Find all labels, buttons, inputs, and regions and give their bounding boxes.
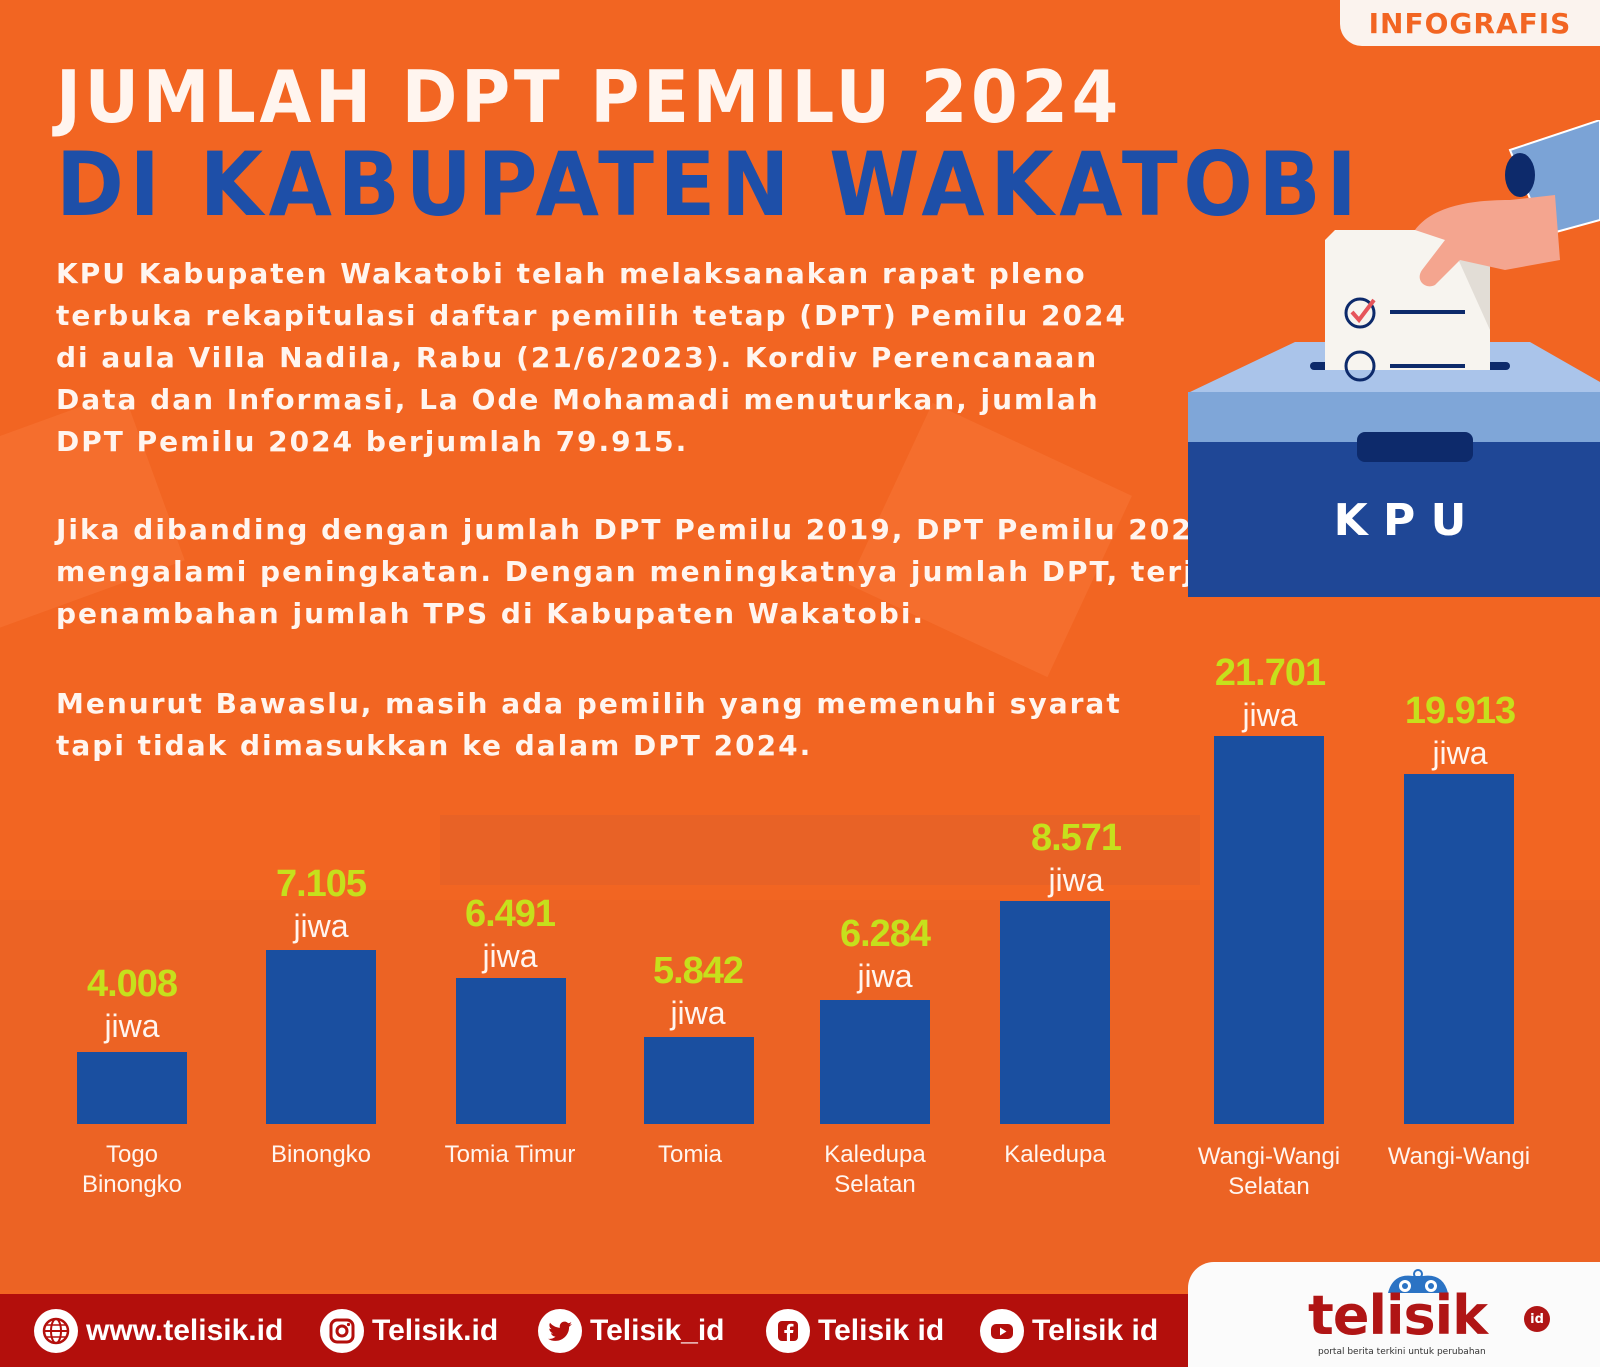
logo-wordmark: telisik [1308, 1284, 1488, 1347]
bar-value: 21.701 [1214, 652, 1326, 694]
bar-unit: jiwa [482, 938, 538, 974]
social-label: Telisik_id [590, 1313, 725, 1347]
paragraph-1: KPU Kabupaten Wakatobi telah melaksanaka… [56, 257, 1127, 458]
globe-icon [34, 1308, 78, 1353]
youtube-icon [980, 1308, 1024, 1353]
ballot-box-illustration: K P U [1160, 118, 1600, 600]
kpu-label: K P U [1334, 495, 1467, 546]
social-link-youtube[interactable]: Telisik id [980, 1308, 1159, 1353]
category-label: Kaledupa Selatan [824, 1141, 926, 1198]
social-label: Telisik.id [372, 1313, 499, 1347]
bar-value: 4.008 [86, 963, 178, 1005]
bar-tomia [644, 1037, 754, 1124]
category-label: Togo Binongko [81, 1141, 183, 1198]
social-link-twitter[interactable]: Telisik_id [538, 1308, 725, 1353]
category-label: Tomia [657, 1141, 723, 1168]
bar-value: 5.842 [652, 950, 744, 992]
category-label: Binongko [270, 1141, 372, 1168]
infografis-tag: INFOGRAFIS [1340, 0, 1600, 46]
bar-unit: jiwa [1048, 862, 1104, 898]
bar-unit: jiwa [857, 958, 913, 994]
bar-unit: jiwa [104, 1008, 160, 1044]
ballot-box-icon: K P U [1188, 118, 1600, 597]
binoculars-icon [1388, 1269, 1448, 1293]
bg-shape [440, 815, 1200, 885]
bar-value: 6.491 [464, 893, 556, 935]
social-link-facebook[interactable]: Telisik id [766, 1308, 945, 1353]
social-link-website[interactable]: www.telisik.id [34, 1308, 284, 1353]
logo-tagline: portal berita terkini untuk perubahan [1318, 1347, 1486, 1357]
bar-value: 6.284 [839, 913, 931, 955]
bar-unit: jiwa [293, 908, 349, 944]
bar-kaledupa [1000, 901, 1110, 1124]
bar-unit: jiwa [1242, 697, 1298, 733]
bar-wangi-wangi-selatan [1214, 736, 1324, 1124]
bar-value: 7.105 [275, 863, 367, 905]
bar-togo-binongko [77, 1052, 187, 1124]
instagram-icon [320, 1308, 364, 1353]
category-label: Wangi-Wangi [1387, 1143, 1531, 1170]
social-link-instagram[interactable]: Telisik.id [320, 1308, 499, 1353]
bar-value: 19.913 [1404, 690, 1516, 732]
bar-tomia-timur [456, 978, 566, 1124]
bar-wangi-wangi [1404, 774, 1514, 1124]
bar-unit: jiwa [670, 995, 726, 1031]
category-label: Tomia Timur [444, 1141, 576, 1168]
category-label: Wangi-Wangi Selatan [1197, 1143, 1341, 1200]
footer-social-bar: www.telisik.id Telisik.id Telisik_id Tel… [0, 1294, 1188, 1367]
bar-binongko [266, 950, 376, 1124]
paragraph-3: Menurut Bawaslu, masih ada pemilih yang … [56, 687, 1122, 762]
social-label: Telisik id [818, 1313, 945, 1347]
bar-kaledupa-selatan [820, 1000, 930, 1124]
bar-value: 8.571 [1030, 817, 1122, 859]
title-line-1: JUMLAH DPT PEMILU 2024 [56, 55, 1122, 139]
twitter-icon [538, 1308, 582, 1353]
telisik-logo[interactable]: telisik id portal berita terkini untuk p… [1188, 1262, 1600, 1367]
logo-badge: id [1524, 1306, 1550, 1332]
social-label: Telisik id [1032, 1313, 1159, 1347]
social-label: www.telisik.id [86, 1313, 284, 1347]
facebook-icon [766, 1308, 810, 1353]
paragraph-2: Jika dibanding dengan jumlah DPT Pemilu … [56, 513, 1247, 630]
bar-unit: jiwa [1432, 735, 1488, 771]
title-line-2: DI KABUPATEN WAKATOBI [56, 133, 1363, 236]
category-label: Kaledupa [1004, 1141, 1106, 1168]
